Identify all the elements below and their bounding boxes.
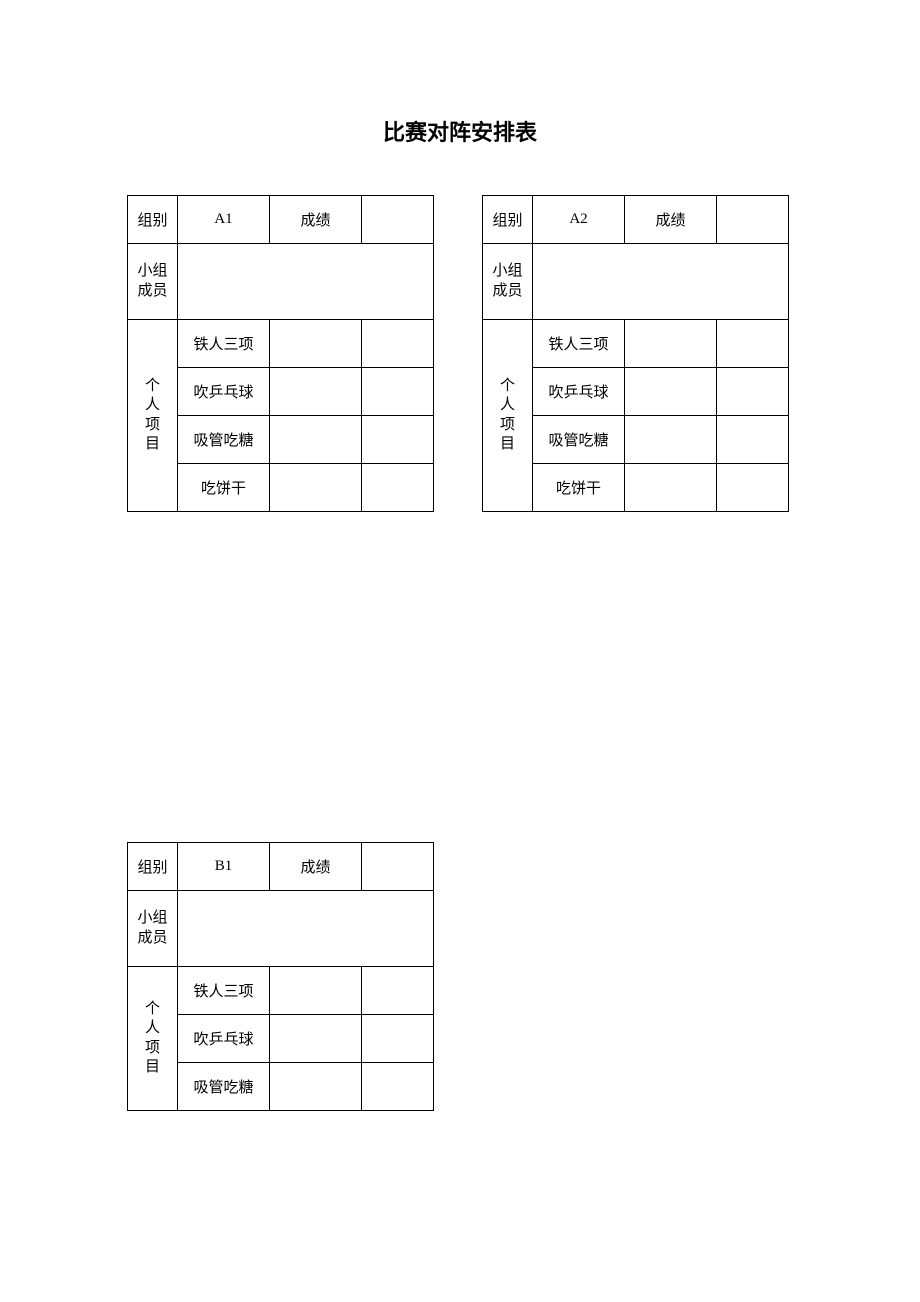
members-cell [178, 244, 434, 320]
item-value [270, 368, 362, 416]
score-cell [362, 196, 434, 244]
item-straw-candy: 吸管吃糖 [533, 416, 625, 464]
item-value [362, 1015, 434, 1063]
score-cell [362, 843, 434, 891]
item-value [362, 967, 434, 1015]
item-pingpong: 吹乒乓球 [533, 368, 625, 416]
table-row: 组别 B1 成绩 [128, 843, 434, 891]
item-value [270, 1015, 362, 1063]
item-value [717, 464, 789, 512]
score-cell [717, 196, 789, 244]
item-value [270, 1063, 362, 1111]
table-row: 个 人 项 目 铁人三项 [483, 320, 789, 368]
item-value [717, 368, 789, 416]
schedule-table-b1: 组别 B1 成绩 小组 成员 个 人 项 目 铁人三项 吹乒乓球 [127, 842, 434, 1111]
group-name-a2: A2 [533, 196, 625, 244]
label-members: 小组 成员 [128, 891, 178, 967]
item-value [717, 320, 789, 368]
item-biscuit: 吃饼干 [178, 464, 270, 512]
group-name-b1: B1 [178, 843, 270, 891]
item-pingpong: 吹乒乓球 [178, 1015, 270, 1063]
bottom-table-row: 组别 B1 成绩 小组 成员 个 人 项 目 铁人三项 吹乒乓球 [0, 842, 920, 1111]
page-title: 比赛对阵安排表 [0, 115, 920, 147]
label-individual-items: 个 人 项 目 [483, 320, 533, 512]
item-pingpong: 吹乒乓球 [178, 368, 270, 416]
schedule-table-a1: 组别 A1 成绩 小组 成员 个 人 项 目 铁人三项 吹乒乓球 [127, 195, 434, 512]
item-biscuit: 吃饼干 [533, 464, 625, 512]
label-score: 成绩 [270, 196, 362, 244]
item-value [362, 1063, 434, 1111]
item-value [270, 320, 362, 368]
members-cell [178, 891, 434, 967]
item-straw-candy: 吸管吃糖 [178, 1063, 270, 1111]
table-row: 小组 成员 [128, 244, 434, 320]
section-spacer [0, 512, 920, 842]
item-value [717, 416, 789, 464]
item-value [270, 967, 362, 1015]
label-score: 成绩 [270, 843, 362, 891]
label-individual-items: 个 人 项 目 [128, 967, 178, 1111]
schedule-table-a2: 组别 A2 成绩 小组 成员 个 人 项 目 铁人三项 吹乒乓球 [482, 195, 789, 512]
group-name-a1: A1 [178, 196, 270, 244]
members-cell [533, 244, 789, 320]
item-value [625, 464, 717, 512]
item-value [362, 416, 434, 464]
item-triathlon: 铁人三项 [533, 320, 625, 368]
label-members: 小组 成员 [128, 244, 178, 320]
item-value [625, 368, 717, 416]
item-value [625, 320, 717, 368]
table-row: 小组 成员 [128, 891, 434, 967]
label-group: 组别 [483, 196, 533, 244]
top-table-row: 组别 A1 成绩 小组 成员 个 人 项 目 铁人三项 吹乒乓球 [0, 195, 920, 512]
item-value [270, 464, 362, 512]
table-row: 个 人 项 目 铁人三项 [128, 320, 434, 368]
table-row: 组别 A1 成绩 [128, 196, 434, 244]
item-triathlon: 铁人三项 [178, 320, 270, 368]
item-straw-candy: 吸管吃糖 [178, 416, 270, 464]
label-group: 组别 [128, 843, 178, 891]
label-members: 小组 成员 [483, 244, 533, 320]
label-group: 组别 [128, 196, 178, 244]
label-score: 成绩 [625, 196, 717, 244]
item-value [270, 416, 362, 464]
table-row: 组别 A2 成绩 [483, 196, 789, 244]
table-row: 小组 成员 [483, 244, 789, 320]
item-value [362, 368, 434, 416]
item-value [625, 416, 717, 464]
item-value [362, 320, 434, 368]
table-row: 个 人 项 目 铁人三项 [128, 967, 434, 1015]
item-value [362, 464, 434, 512]
item-triathlon: 铁人三项 [178, 967, 270, 1015]
label-individual-items: 个 人 项 目 [128, 320, 178, 512]
